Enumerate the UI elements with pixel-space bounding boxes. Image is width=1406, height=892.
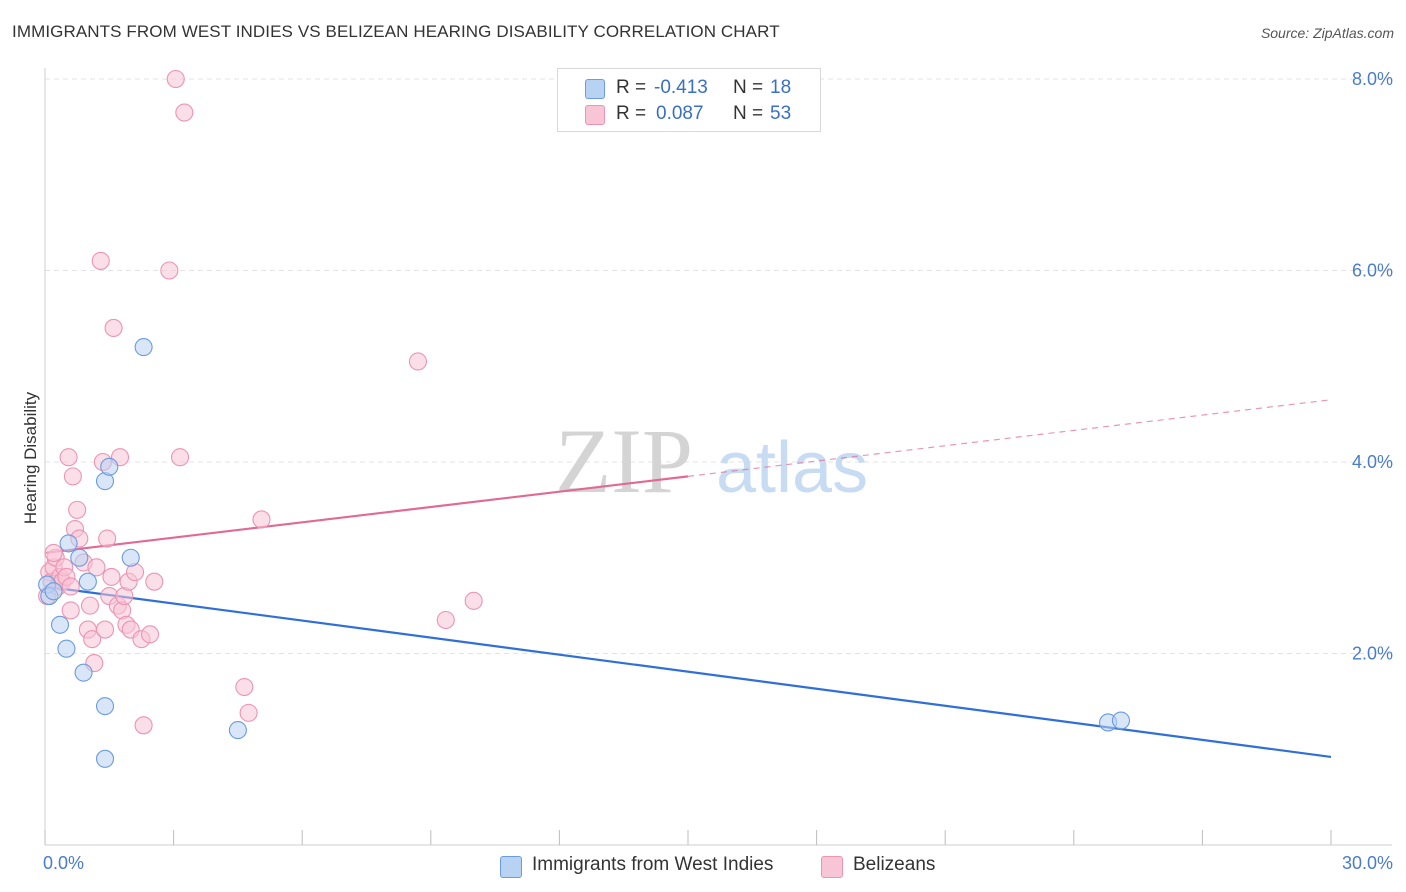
legend-r-label: R = (616, 103, 647, 124)
y-tick-label: 6.0% (1352, 261, 1393, 281)
point-belizeans (68, 500, 87, 519)
legend-swatch-pink (585, 105, 605, 125)
point-belizeans (98, 529, 117, 548)
point-belizeans (239, 703, 258, 722)
point-west-indies (100, 457, 119, 476)
point-belizeans (170, 448, 190, 467)
legend-swatch-blue (585, 79, 605, 99)
point-belizeans (235, 677, 254, 697)
point-belizeans (160, 261, 179, 280)
y-axis-label: Hearing Disability (21, 391, 40, 524)
series-legend: Immigrants from West Indies Belizeans (0, 853, 1406, 879)
legend-row-belizeans: R = 0.087 N = 53 (558, 101, 820, 127)
point-west-indies (1111, 711, 1131, 730)
point-belizeans (166, 69, 185, 89)
point-west-indies (44, 582, 63, 601)
point-belizeans (104, 318, 123, 338)
point-belizeans (44, 543, 63, 563)
legend-row-west-indies: R = -0.413 N = 18 (558, 75, 820, 101)
trend-lines (44, 399, 1332, 759)
legend-swatch-blue (500, 856, 522, 878)
point-belizeans (59, 448, 78, 467)
point-belizeans (83, 630, 102, 649)
y-tick-label: 4.0% (1352, 452, 1393, 472)
point-belizeans (102, 567, 121, 586)
legend-label: Belizeans (853, 854, 936, 875)
watermark-atlas: atlas (716, 428, 868, 508)
trend-line-solid (44, 585, 1332, 759)
legend-r-value: 0.087 (656, 103, 704, 124)
legend-r-label: R = (616, 77, 647, 98)
grid-lines (45, 78, 1392, 654)
point-belizeans (145, 572, 164, 591)
point-west-indies (74, 663, 93, 682)
point-belizeans (134, 716, 153, 735)
y-tick-label: 8.0% (1352, 69, 1393, 89)
legend-n-label: N = (733, 77, 764, 98)
point-west-indies (57, 639, 76, 658)
point-west-indies (95, 749, 115, 768)
legend-swatch-pink (821, 856, 843, 878)
legend-label: Immigrants from West Indies (532, 854, 774, 875)
point-belizeans (63, 467, 82, 486)
point-belizeans (140, 625, 160, 644)
point-belizeans (91, 251, 110, 270)
stats-legend: R = -0.413 N = 18 R = 0.087 N = 53 (557, 68, 821, 132)
point-belizeans (464, 591, 483, 610)
legend-n-value: 18 (770, 77, 792, 98)
chart-title: IMMIGRANTS FROM WEST INDIES VS BELIZEAN … (12, 22, 780, 41)
tick-labels: 2.0% 4.0% 6.0% 8.0% 0.0% 30.0% (43, 69, 1393, 873)
point-belizeans (61, 601, 80, 620)
point-belizeans (95, 620, 115, 639)
point-west-indies (228, 721, 247, 740)
point-west-indies (59, 534, 78, 553)
point-west-indies (121, 548, 140, 567)
x-tick-label-max: 30.0% (1342, 853, 1393, 873)
point-belizeans (252, 510, 271, 529)
point-belizeans (408, 352, 427, 371)
point-belizeans (436, 610, 455, 630)
trend-line-solid (44, 475, 689, 555)
y-tick-label: 2.0% (1352, 644, 1393, 664)
watermark-zip: ZIP (555, 410, 693, 512)
source-label: Source: ZipAtlas.com (1260, 25, 1394, 41)
point-belizeans (87, 558, 106, 577)
point-belizeans (80, 596, 100, 615)
legend-n-label: N = (733, 103, 764, 124)
legend-r-value: -0.413 (654, 77, 708, 98)
point-west-indies (95, 697, 115, 716)
trend-line-dashed (687, 399, 1332, 477)
point-west-indies (70, 548, 89, 567)
point-belizeans (61, 577, 80, 596)
data-points (38, 69, 1131, 768)
legend-n-value: 53 (770, 103, 792, 124)
x-tick-label-min: 0.0% (43, 853, 84, 873)
point-west-indies (50, 615, 70, 634)
point-west-indies (78, 572, 97, 591)
point-belizeans (175, 103, 194, 122)
axes (44, 68, 1392, 846)
point-west-indies (134, 338, 153, 357)
